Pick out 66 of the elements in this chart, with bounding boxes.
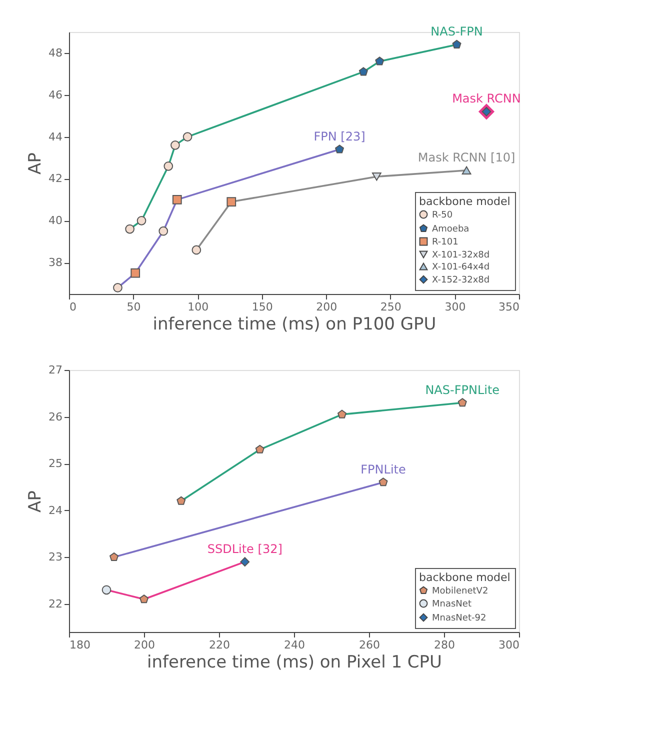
legend-label: R-50 bbox=[432, 210, 453, 220]
x-tick-label: 200 bbox=[134, 638, 155, 652]
x-axis-title: inference time (ms) on Pixel 1 CPU bbox=[147, 652, 442, 672]
legend-label: X-152-32x8d bbox=[432, 276, 490, 286]
x-axis-title: inference time (ms) on P100 GPU bbox=[152, 314, 436, 334]
legend-title: backbone model bbox=[419, 195, 510, 208]
y-tick-label: 44 bbox=[48, 130, 62, 144]
y-tick-label: 22 bbox=[48, 597, 62, 610]
y-tick-label: 26 bbox=[48, 410, 62, 424]
y-axis-title: AP bbox=[26, 490, 46, 512]
series-label: Mask RCNN [10] bbox=[418, 150, 516, 164]
point bbox=[358, 67, 368, 76]
series-label: SSDLite [32] bbox=[207, 542, 282, 556]
point bbox=[192, 245, 202, 255]
series-label: NAS-FPNLite bbox=[425, 382, 500, 397]
x-tick-label: 240 bbox=[284, 638, 305, 652]
y-tick-label: 24 bbox=[48, 504, 62, 517]
point bbox=[136, 216, 146, 226]
legend-label: MnasNet-92 bbox=[432, 614, 486, 624]
point bbox=[226, 197, 236, 206]
legend-label: Amoeba bbox=[432, 224, 470, 234]
point bbox=[113, 283, 122, 292]
series-label: FPN [23] bbox=[314, 129, 366, 144]
point bbox=[125, 224, 134, 234]
point bbox=[372, 172, 382, 181]
x-tick-label: 150 bbox=[252, 300, 273, 314]
legend-label: MobilenetV2 bbox=[432, 586, 488, 596]
point bbox=[335, 144, 344, 154]
x-tick-label: 250 bbox=[380, 300, 402, 314]
legend-label: X-101-32x8d bbox=[432, 250, 490, 260]
point bbox=[462, 166, 472, 174]
x-tick-label: 0 bbox=[70, 300, 76, 314]
point bbox=[170, 140, 180, 150]
x-tick-label: 200 bbox=[316, 300, 338, 314]
legend-title: backbone model bbox=[419, 571, 510, 584]
y-tick-label: 38 bbox=[48, 256, 62, 270]
x-tick-label: 300 bbox=[444, 300, 466, 314]
x-tick-label: 180 bbox=[70, 638, 90, 652]
x-tick-label: 50 bbox=[126, 300, 141, 314]
series-label: Mask RCNN bbox=[452, 92, 521, 106]
point bbox=[172, 194, 182, 204]
y-axis-title: AP bbox=[26, 152, 46, 174]
x-tick-label: 300 bbox=[498, 638, 520, 652]
y-tick-label: 46 bbox=[48, 88, 62, 102]
y-tick-label: 27 bbox=[48, 364, 62, 376]
y-tick-label: 25 bbox=[48, 457, 62, 470]
point bbox=[158, 226, 168, 236]
point bbox=[182, 132, 192, 142]
point bbox=[130, 268, 140, 278]
y-tick-label: 23 bbox=[48, 550, 62, 564]
x-tick-label: 220 bbox=[209, 638, 230, 652]
y-tick-label: 48 bbox=[48, 46, 62, 60]
x-tick-label: 100 bbox=[188, 300, 209, 314]
legend-label: X-101-64x4d bbox=[432, 262, 490, 272]
y-tick-label: 42 bbox=[48, 172, 62, 186]
x-tick-label: 260 bbox=[359, 638, 380, 652]
point bbox=[164, 161, 174, 171]
point bbox=[375, 56, 384, 66]
series-label: FPNLite bbox=[360, 462, 406, 476]
x-tick-label: 350 bbox=[498, 300, 520, 314]
y-tick-label: 40 bbox=[48, 214, 62, 228]
legend-label: MnasNet bbox=[432, 600, 472, 610]
x-tick-label: 280 bbox=[434, 638, 455, 652]
legend-label: R-101 bbox=[432, 238, 458, 248]
point bbox=[452, 40, 462, 48]
series-label: NAS-FPN bbox=[430, 24, 483, 39]
